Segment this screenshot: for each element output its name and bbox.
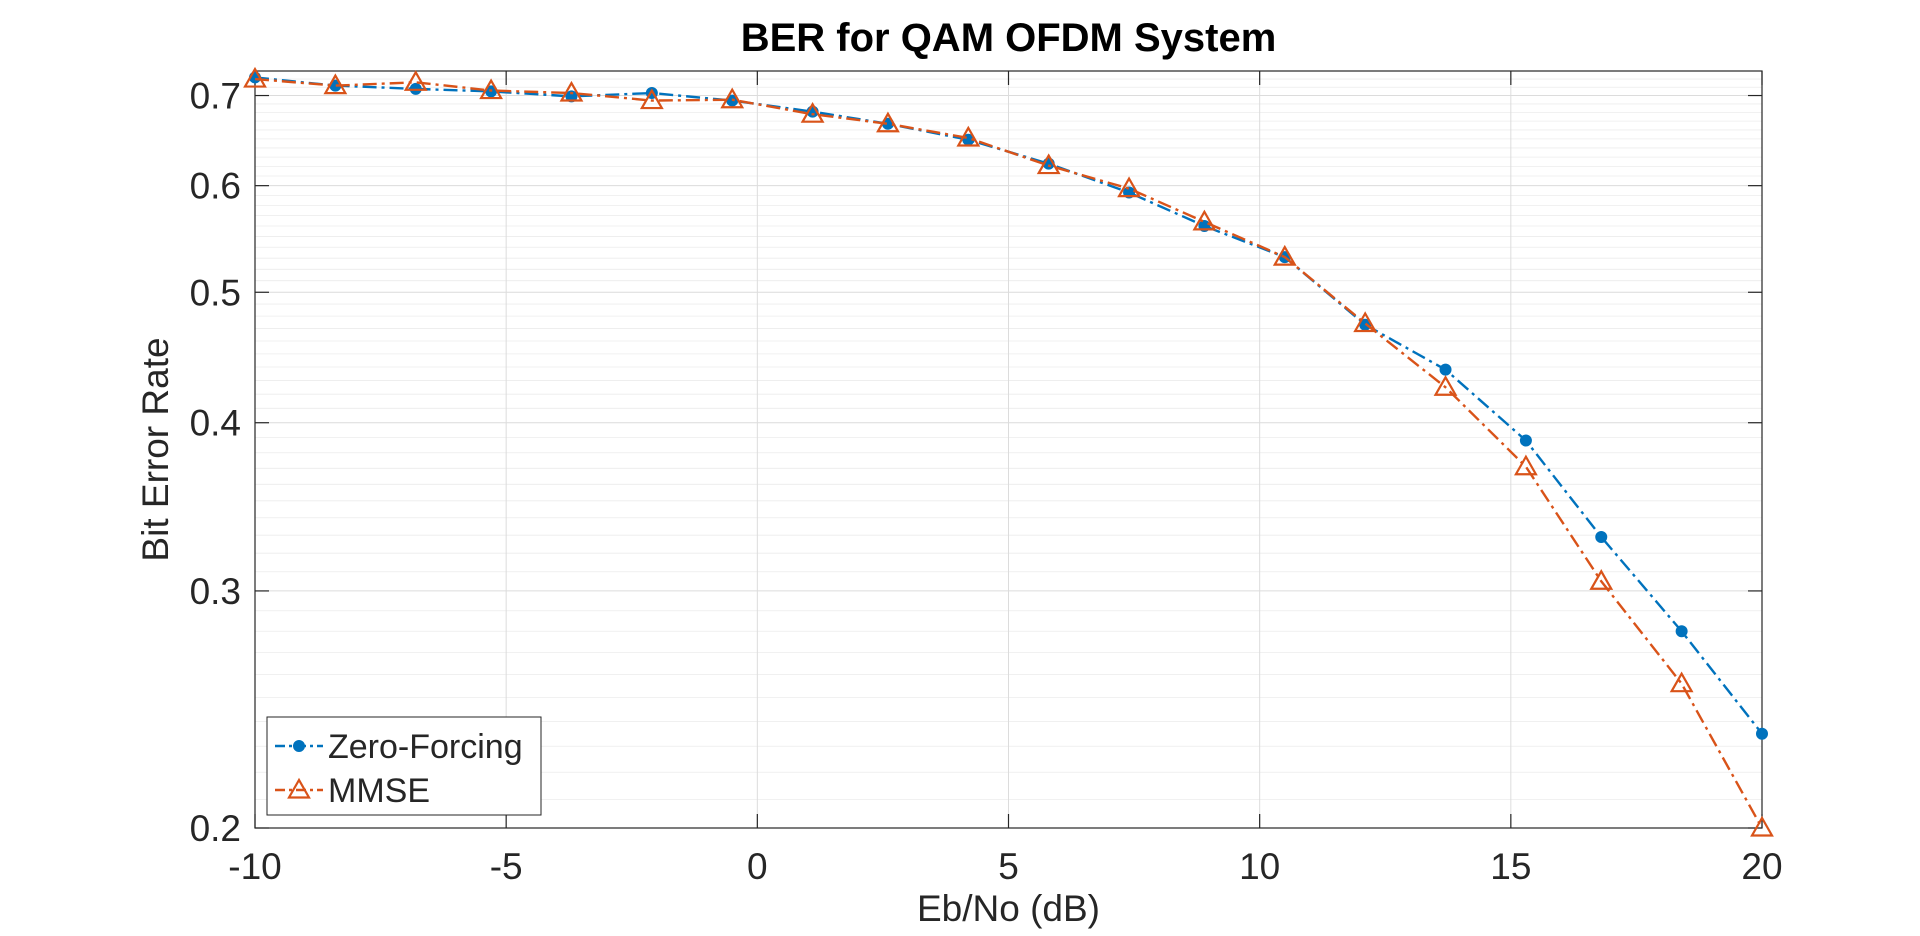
data-point [1439,363,1452,376]
data-point [1675,625,1688,638]
legend-label: Zero-Forcing [328,728,523,766]
y-tick-label: 0.6 [190,166,241,207]
series-layer [243,66,1774,837]
x-axis-label: Eb/No (dB) [917,888,1100,929]
data-point [800,101,825,123]
x-tick-label: -10 [228,846,281,887]
y-tick-label: 0.4 [190,403,241,444]
y-tick-label: 0.3 [190,571,241,612]
legend: Zero-Forcing MMSE [266,716,542,816]
data-point [1117,176,1141,198]
data-point [1353,311,1378,333]
legend-item: MMSE [275,772,430,810]
x-tick-label: 0 [747,846,768,887]
data-point [1519,434,1532,447]
data-point [1036,153,1061,175]
data-point [1669,671,1694,693]
series-mmse [243,66,1774,837]
legend-item: Zero-Forcing [275,728,523,766]
chart-title: BER for QAM OFDM System [741,16,1277,60]
legend-box [266,716,542,816]
x-tick-label: 5 [998,846,1019,887]
data-point [1589,569,1614,590]
axes-box [254,70,1763,829]
series-line [254,77,1764,829]
y-tick-labels: 0.2 0.3 0.4 0.5 0.6 0.7 [190,76,241,849]
x-tick-labels: -10 -5 0 5 10 15 20 [228,846,1782,887]
data-point [720,87,745,109]
x-tick-label: -5 [490,846,523,887]
data-point [1433,375,1458,396]
data-point [639,88,664,110]
data-point [1750,815,1774,837]
data-point [243,66,267,88]
data-point [403,70,428,91]
data-point [287,777,311,799]
data-point [956,125,981,147]
data-point [1756,727,1768,740]
x-tick-label: 20 [1741,846,1782,887]
data-point [293,740,305,752]
data-point [1272,244,1297,266]
data-point [479,78,503,100]
data-point [565,90,578,103]
y-tick-label: 0.2 [190,808,241,849]
data-point [559,80,584,102]
legend-label: MMSE [328,772,430,810]
data-point [1514,454,1538,476]
x-tick-label: 10 [1239,846,1280,887]
y-tick-label: 0.7 [190,76,241,117]
x-tick-label: 15 [1490,846,1531,887]
y-axis-label: Bit Error Rate [135,337,176,561]
y-tick-label: 0.5 [190,272,241,313]
data-point [323,73,348,95]
legend-items: Zero-Forcing MMSE [275,728,523,810]
data-point [876,111,900,133]
data-point [1595,530,1608,543]
data-point [1192,209,1217,231]
